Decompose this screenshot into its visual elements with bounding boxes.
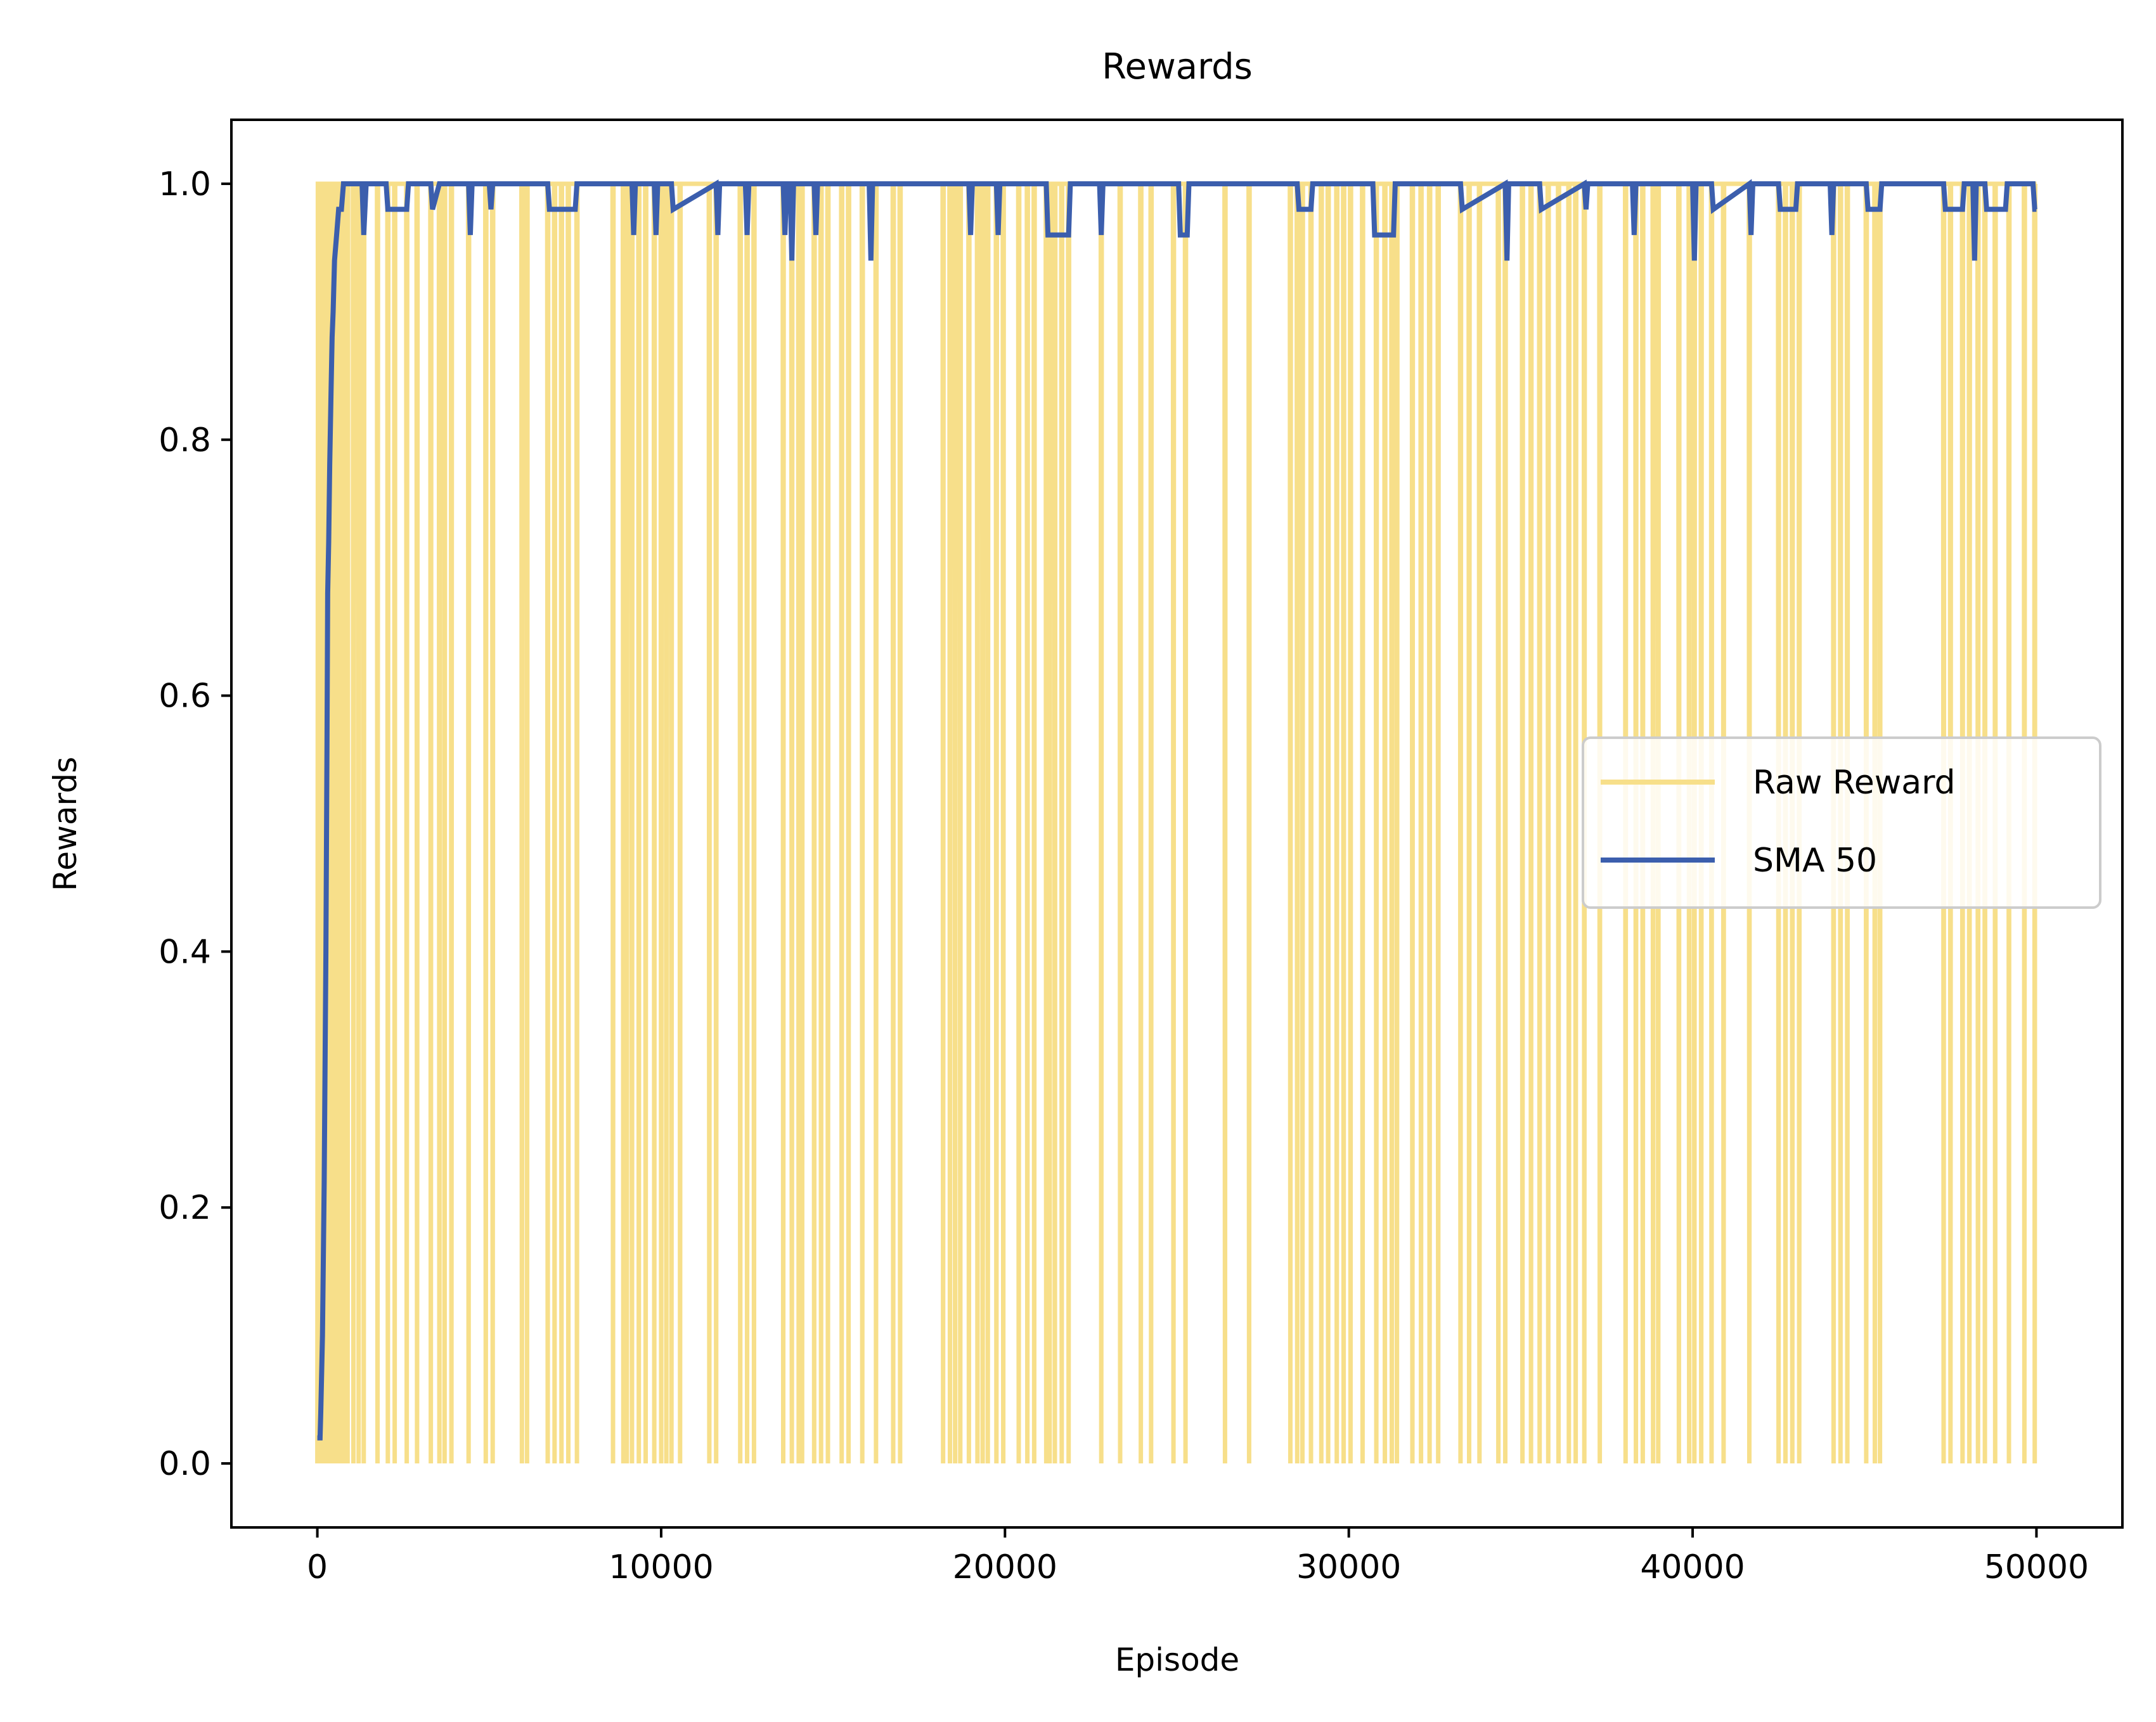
sma-series — [317, 179, 2037, 1441]
legend: Raw Reward SMA 50 — [1582, 736, 2101, 909]
x-tick-label: 30000 — [1296, 1548, 1401, 1586]
y-tick-label: 1.0 — [158, 165, 211, 203]
plot-area — [315, 179, 2037, 1464]
chart-title: Rewards — [1102, 46, 1253, 87]
x-tick-label: 0 — [307, 1548, 328, 1586]
y-axis-label: Rewards — [47, 757, 84, 891]
y-tick-label: 0.2 — [158, 1189, 211, 1227]
x-tick-label: 10000 — [609, 1548, 713, 1586]
sma-50-line — [317, 179, 2037, 1441]
y-tick-label: 0.6 — [158, 678, 211, 716]
x-tick-label: 20000 — [953, 1548, 1057, 1586]
legend-label-sma-50: SMA 50 — [1753, 842, 1877, 880]
legend-label-raw-reward: Raw Reward — [1753, 764, 1956, 802]
x-tick-label: 40000 — [1640, 1548, 1745, 1586]
y-axis: 0.0 0.2 0.4 0.6 0.8 1.0 — [158, 165, 231, 1483]
x-tick-label: 50000 — [1984, 1548, 2089, 1586]
y-tick-label: 0.4 — [158, 933, 211, 971]
y-tick-label: 0.0 — [158, 1445, 211, 1483]
x-axis-label: Episode — [1115, 1642, 1239, 1678]
axes-frame — [230, 119, 2124, 1529]
y-tick-label: 0.8 — [158, 421, 211, 459]
x-axis: 0 10000 20000 30000 40000 50000 — [307, 1527, 2089, 1586]
